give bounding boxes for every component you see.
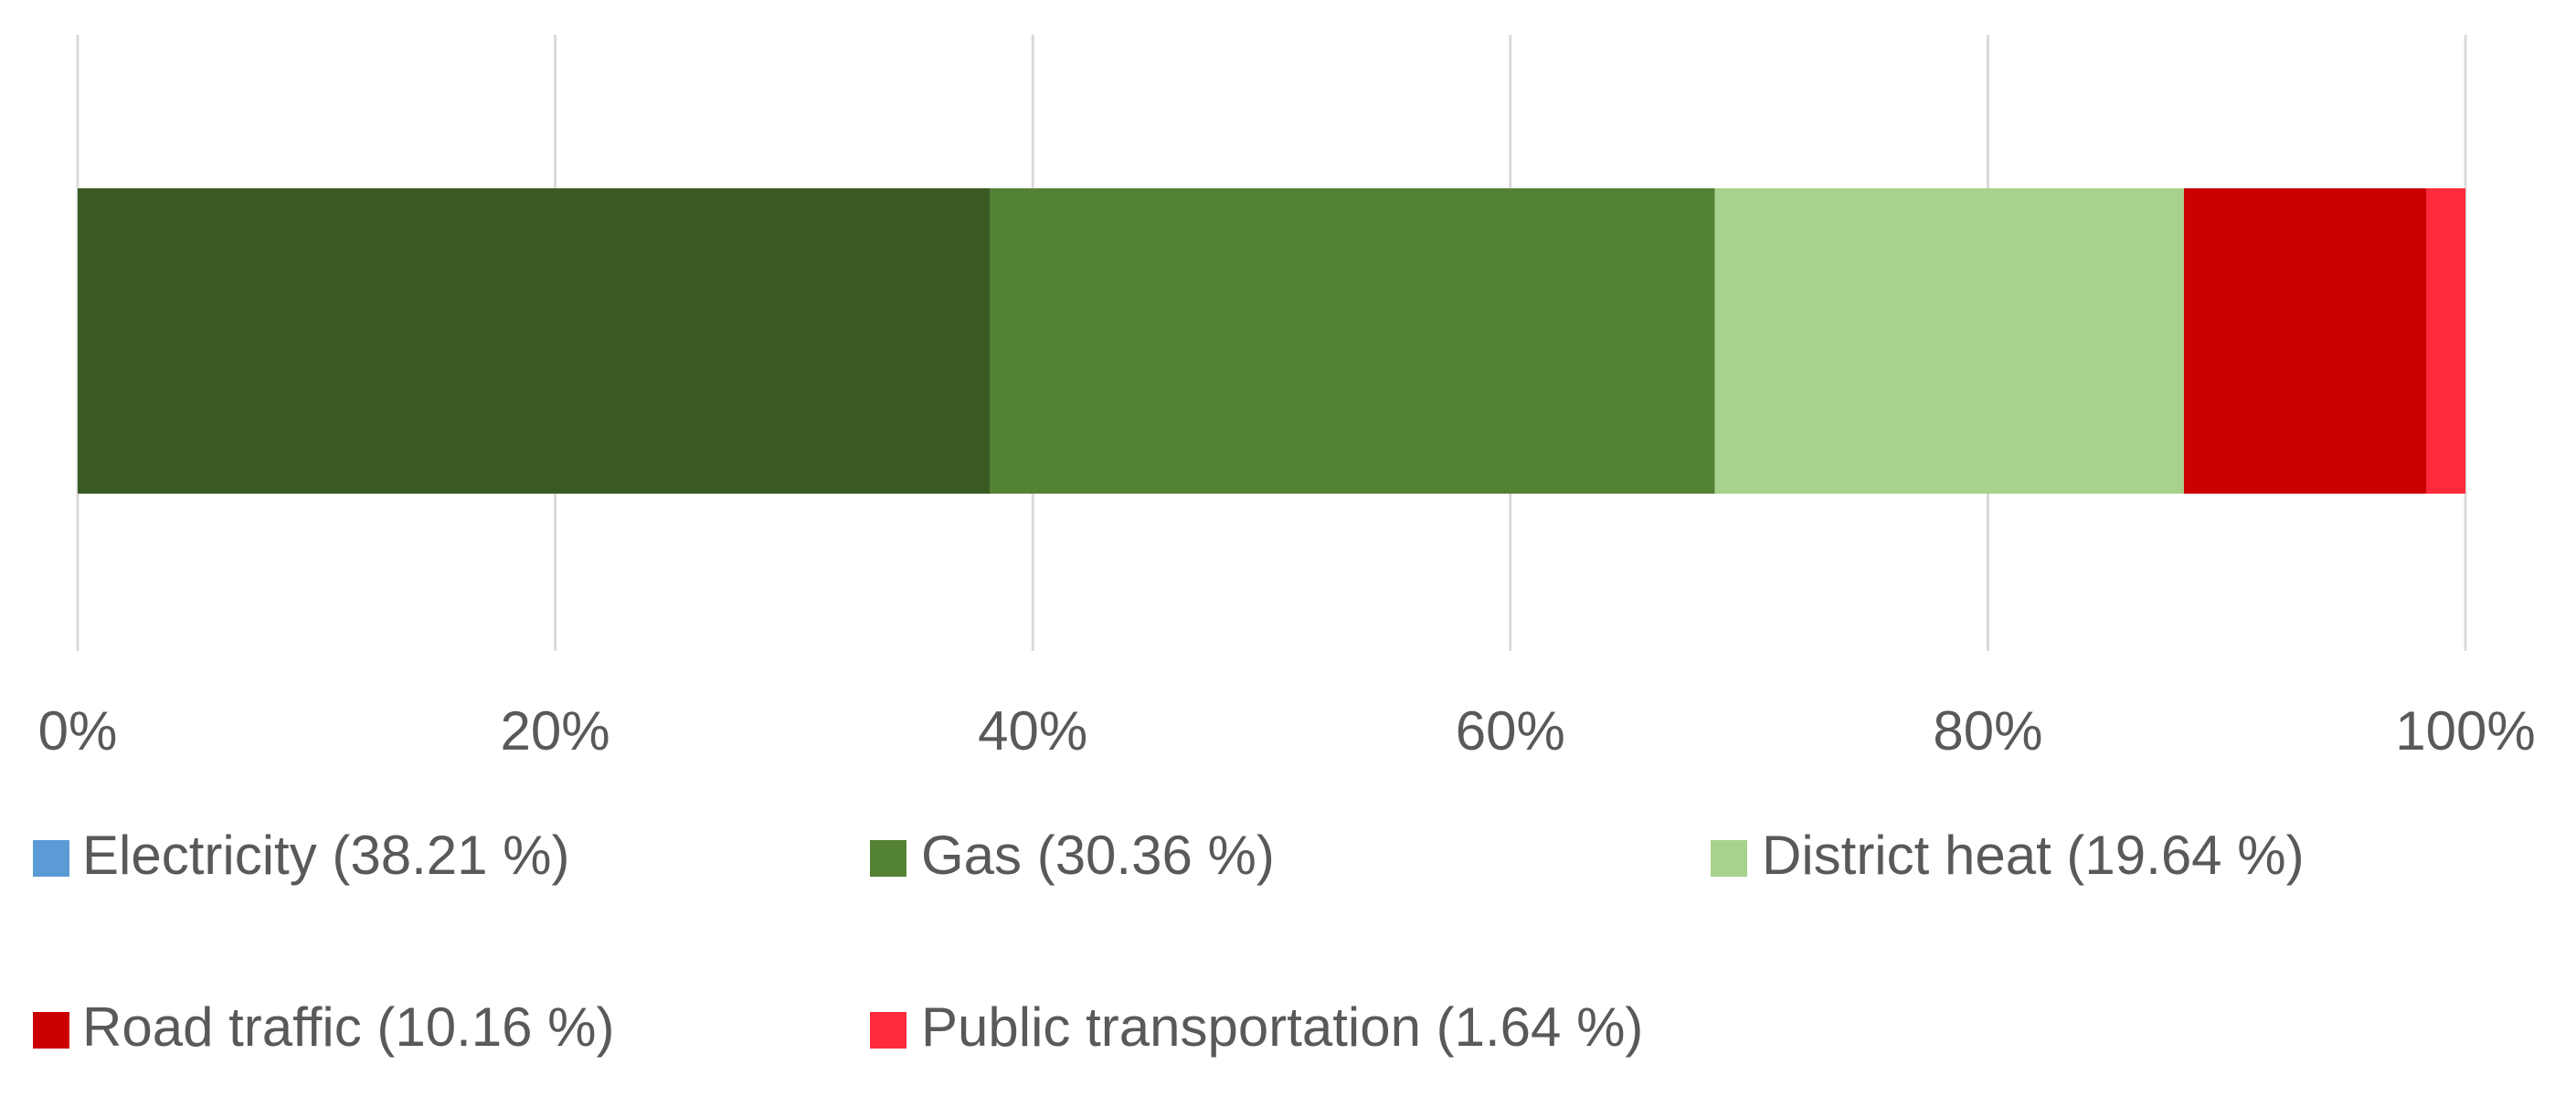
- legend-label-0: Electricity (38.21 %): [82, 825, 570, 886]
- legend-swatch-0: [33, 840, 69, 877]
- x-tick-label-0: 0%: [38, 700, 118, 762]
- legend-label-4: Public transportation (1.64 %): [921, 996, 1643, 1058]
- legend-label-2: District heat (19.64 %): [1762, 825, 2305, 886]
- legend-label-3: Road traffic (10.16 %): [82, 996, 615, 1058]
- x-tick-label-40: 40%: [978, 700, 1087, 762]
- x-tick-label-20: 20%: [501, 700, 610, 762]
- bar-segment-1: [990, 188, 1715, 494]
- legend-swatch-1: [870, 840, 906, 877]
- bar-segments: [78, 188, 2465, 494]
- bar-segment-4: [2426, 188, 2465, 494]
- x-axis-tick-labels: 0% 20% 40% 60% 80% 100%: [38, 700, 2536, 762]
- legend-swatch-2: [1711, 840, 1747, 877]
- bar-segment-2: [1714, 188, 2184, 494]
- x-tick-label-60: 60%: [1456, 700, 1565, 762]
- x-tick-label-100: 100%: [2395, 700, 2535, 762]
- legend-label-1: Gas (30.36 %): [921, 825, 1275, 886]
- bar-segment-0: [78, 188, 991, 494]
- legend-swatch-4: [870, 1012, 906, 1049]
- legend-swatch-3: [33, 1012, 69, 1049]
- legend: Electricity (38.21 %) Gas (30.36 %) Distri…: [33, 825, 2305, 1058]
- bar-segment-3: [2183, 188, 2427, 494]
- x-tick-label-80: 80%: [1933, 700, 2042, 762]
